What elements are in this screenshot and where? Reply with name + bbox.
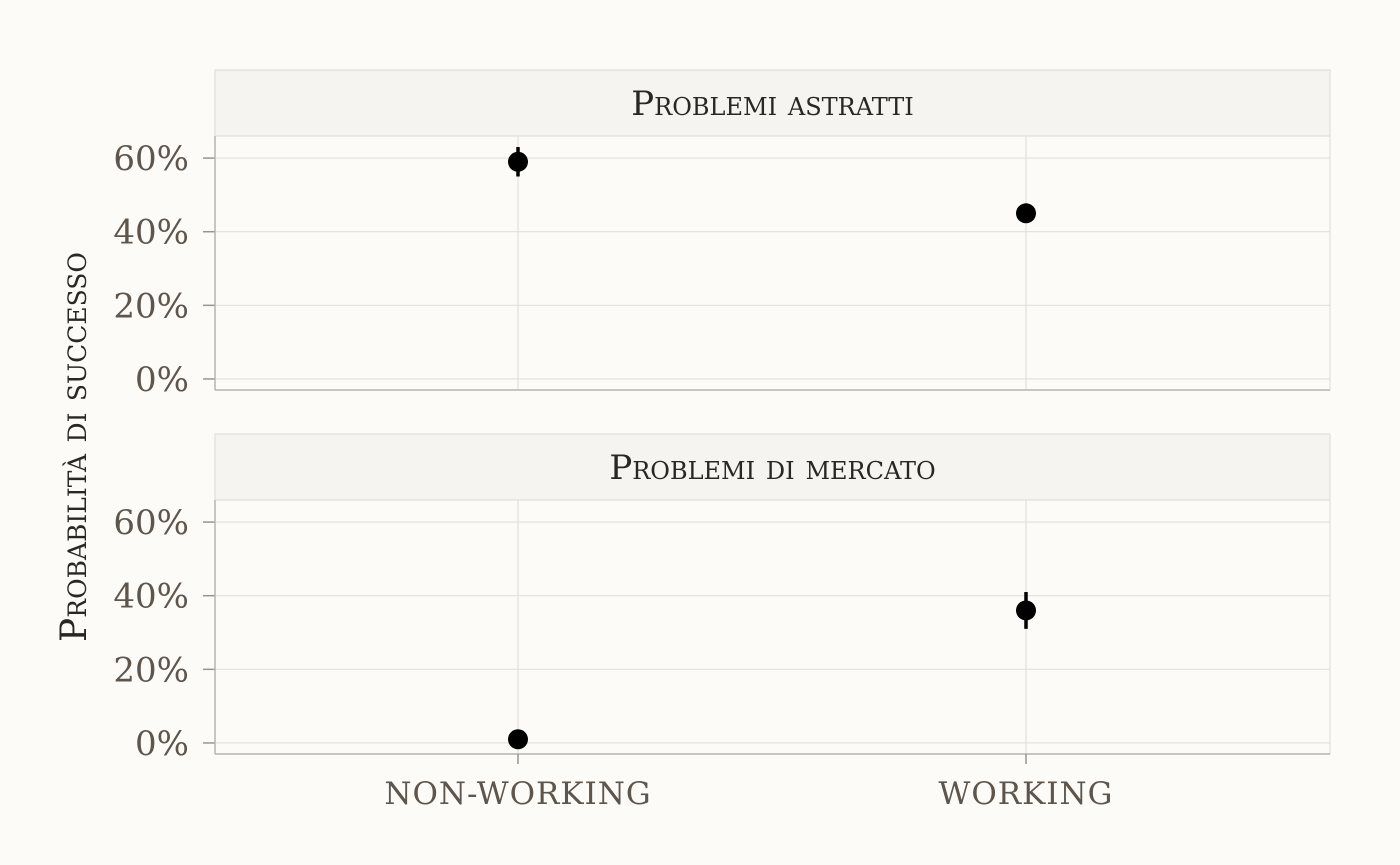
y-axis-title: Probabilità di successo xyxy=(54,252,95,642)
data-point xyxy=(508,151,528,172)
data-point xyxy=(1016,203,1036,224)
y-tick-label: 0% xyxy=(135,360,189,400)
panel-border xyxy=(214,135,1331,391)
x-tick-label: WORKING xyxy=(939,776,1114,812)
y-tick-label: 20% xyxy=(113,650,189,690)
y-tick-label: 20% xyxy=(113,286,189,326)
panel-border xyxy=(214,499,1331,755)
y-tick-label: 40% xyxy=(113,577,189,617)
panel-title: Problemi di mercato xyxy=(609,448,935,488)
strip-background xyxy=(214,433,1331,501)
x-tick-label: NON-WORKING xyxy=(384,776,651,812)
panel-1: Problemi astratti 0% 20% 40% 60% xyxy=(113,69,1331,400)
y-tick-label: 0% xyxy=(135,724,189,764)
data-point xyxy=(508,729,528,750)
panel-title: Problemi astratti xyxy=(631,84,913,124)
y-tick-label: 40% xyxy=(113,213,189,253)
y-tick-label: 60% xyxy=(113,503,189,543)
y-tick-label: 60% xyxy=(113,139,189,179)
data-point xyxy=(1016,600,1036,621)
strip-background xyxy=(214,69,1331,137)
panel-2: Problemi di mercato 0% 20% 40% 60% xyxy=(113,433,1331,764)
